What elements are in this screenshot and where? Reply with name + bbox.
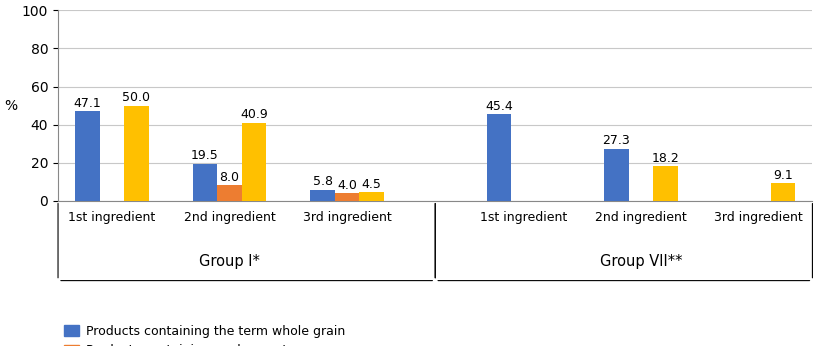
Text: 40.9: 40.9 bbox=[240, 108, 267, 121]
Bar bbox=[192, 164, 217, 201]
Bar bbox=[124, 106, 148, 201]
Text: Group VII**: Group VII** bbox=[599, 254, 681, 269]
Bar bbox=[335, 193, 359, 201]
Bar bbox=[75, 111, 99, 201]
Text: 50.0: 50.0 bbox=[123, 91, 150, 104]
Y-axis label: %: % bbox=[4, 99, 17, 112]
Text: 8.0: 8.0 bbox=[219, 171, 239, 184]
Text: 5.8: 5.8 bbox=[312, 175, 332, 188]
Bar bbox=[770, 183, 794, 201]
Text: 45.4: 45.4 bbox=[484, 100, 513, 113]
Text: Group I*: Group I* bbox=[199, 254, 260, 269]
Bar bbox=[486, 114, 511, 201]
Text: 47.1: 47.1 bbox=[74, 97, 101, 110]
Text: 9.1: 9.1 bbox=[773, 169, 792, 182]
Text: 19.5: 19.5 bbox=[191, 149, 219, 162]
Text: 4.0: 4.0 bbox=[337, 179, 357, 192]
Text: 27.3: 27.3 bbox=[602, 134, 629, 147]
Text: 4.5: 4.5 bbox=[361, 177, 381, 191]
Text: 18.2: 18.2 bbox=[651, 152, 678, 165]
Bar bbox=[359, 192, 383, 201]
Bar bbox=[217, 185, 242, 201]
Bar bbox=[310, 190, 335, 201]
Bar bbox=[604, 149, 628, 201]
Legend: Products containing the term whole grain, Products containing analogous terms;, : Products containing the term whole grain… bbox=[65, 325, 455, 346]
Bar bbox=[652, 166, 677, 201]
Bar bbox=[242, 123, 266, 201]
